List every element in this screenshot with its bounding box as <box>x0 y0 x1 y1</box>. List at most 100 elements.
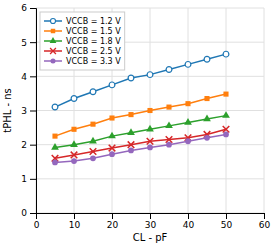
marker <box>71 158 77 164</box>
series <box>51 111 230 149</box>
line <box>55 129 226 158</box>
line <box>55 94 226 136</box>
tick-mark <box>226 213 227 219</box>
marker <box>89 137 97 144</box>
marker <box>203 115 211 122</box>
tick: 5 <box>21 38 36 48</box>
marker <box>166 67 172 73</box>
tick-label: 10 <box>69 220 81 230</box>
tick-mark <box>188 213 189 219</box>
marker <box>108 132 116 139</box>
legend-item: VCCB = 2.5 V <box>44 47 121 56</box>
legend-label: VCCB = 1.2 V <box>66 17 121 26</box>
tick: 6 <box>21 3 36 13</box>
series <box>52 126 230 162</box>
marker <box>71 96 77 102</box>
tick-mark <box>30 76 36 77</box>
legend-label: VCCB = 1.5 V <box>66 27 121 36</box>
marker <box>147 145 153 151</box>
plot-area: 01020304050600123456VCCB = 1.2 VVCCB = 1… <box>21 3 270 230</box>
legend-item: VCCB = 1.5 V <box>44 27 121 36</box>
legend: VCCB = 1.2 VVCCB = 1.5 VVCCB = 1.8 VVCCB… <box>40 12 125 70</box>
marker <box>90 89 96 95</box>
legend-marker <box>50 37 57 43</box>
series <box>52 51 229 110</box>
legend-marker <box>50 18 55 23</box>
marker <box>71 152 78 159</box>
line <box>55 54 226 107</box>
marker <box>51 143 59 150</box>
tick-label: 3 <box>21 106 27 116</box>
tick: 50 <box>221 213 233 230</box>
marker <box>146 125 154 132</box>
marker <box>71 127 76 132</box>
tick-label: 60 <box>259 220 271 230</box>
marker <box>128 75 134 81</box>
legend-label: VCCB = 1.8 V <box>66 37 121 46</box>
marker <box>109 82 115 88</box>
chart: 01020304050600123456VCCB = 1.2 VVCCB = 1… <box>0 0 274 245</box>
marker <box>204 56 210 62</box>
tick: 3 <box>21 106 36 116</box>
marker <box>223 92 228 97</box>
tick: 40 <box>183 213 195 230</box>
tick-mark <box>30 213 36 214</box>
marker <box>128 148 134 154</box>
axis-line <box>37 214 265 220</box>
marker <box>90 122 95 127</box>
tick-label: 20 <box>107 220 119 230</box>
marker <box>52 134 57 139</box>
tick-label: 1 <box>21 174 27 184</box>
grid-line-y <box>36 8 264 9</box>
tick: 20 <box>107 213 119 230</box>
legend-label: VCCB = 2.5 V <box>66 47 121 56</box>
marker <box>109 151 115 157</box>
legend-item: VCCB = 1.2 V <box>44 17 121 26</box>
axis-line <box>30 9 37 214</box>
tick-label: 50 <box>221 220 233 230</box>
x-axis-title: CL - pF <box>133 232 168 243</box>
marker <box>109 115 114 120</box>
tick-label: 30 <box>145 220 157 230</box>
legend-box <box>40 12 125 70</box>
tick: 2 <box>21 140 36 150</box>
tick-label: 0 <box>21 208 27 218</box>
x-axis: 0 10 20 30 40 50 60 <box>34 213 271 230</box>
legend-marker <box>51 29 55 33</box>
y-axis: 0 1 2 3 4 5 6 <box>21 3 36 218</box>
marker <box>166 142 172 148</box>
legend-item: VCCB = 1.8 V <box>44 37 121 46</box>
tick-label: 40 <box>183 220 195 230</box>
tick-label: 4 <box>21 72 27 82</box>
marker <box>147 138 154 145</box>
marker <box>166 105 171 110</box>
legend-marker <box>50 58 55 63</box>
marker <box>185 61 191 67</box>
marker <box>222 111 230 118</box>
tick-label: 6 <box>21 3 27 13</box>
tick-mark <box>150 213 151 219</box>
tick-mark <box>30 111 36 112</box>
tick: 60 <box>259 213 271 230</box>
marker <box>223 132 229 138</box>
marker <box>128 112 133 117</box>
tick: 30 <box>145 213 157 230</box>
marker <box>128 141 135 148</box>
tick-mark <box>30 8 36 9</box>
marker <box>147 72 153 78</box>
marker <box>127 128 135 135</box>
legend-marker <box>50 48 56 54</box>
series <box>52 132 229 166</box>
marker <box>185 101 190 106</box>
tick: 0 <box>34 213 40 230</box>
marker <box>147 108 152 113</box>
marker <box>90 148 97 155</box>
grid-line-y <box>36 178 264 179</box>
tick-mark <box>30 179 36 180</box>
grid <box>36 8 264 213</box>
marker <box>204 96 209 101</box>
marker <box>90 155 96 161</box>
tick-mark <box>30 42 36 43</box>
marker <box>70 140 78 147</box>
marker <box>185 138 191 144</box>
